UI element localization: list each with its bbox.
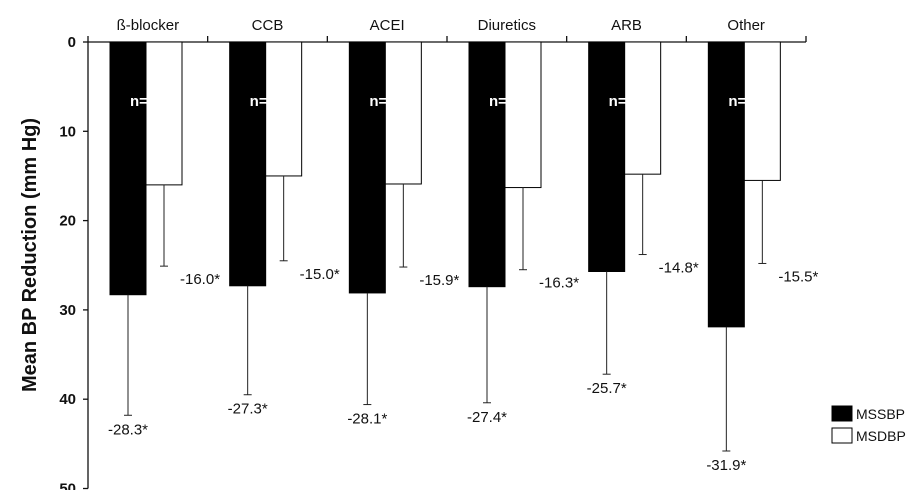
legend-label: MSSBP (856, 406, 905, 422)
y-axis-title: Mean BP Reduction (mm Hg) (19, 118, 41, 392)
value-label-msdbp: -15.5* (778, 268, 818, 285)
value-label-mssbp: -28.1* (347, 411, 387, 428)
category-label: Other (727, 17, 765, 34)
y-tick-label: 50 (59, 481, 76, 490)
sample-size-label: n=5413 (250, 93, 301, 110)
category-label: ß-blocker (117, 17, 180, 34)
sample-size-label: n=2853 (609, 93, 660, 110)
value-label-msdbp: -16.0* (180, 271, 220, 288)
legend-swatch (831, 405, 853, 422)
y-tick-label: 0 (68, 34, 76, 51)
labels: ß-blocker n=903 -28.3* -16.0* CCB n=5413 -27.3… (108, 17, 819, 474)
bar-msdbp (145, 41, 183, 186)
category-label: ARB (611, 17, 642, 34)
bar-msdbp (265, 41, 303, 177)
sample-size-label: n=1728 (369, 93, 420, 110)
category-label: CCB (252, 17, 284, 34)
bar-mssbp (348, 41, 386, 294)
value-label-msdbp: -14.8* (659, 260, 699, 277)
sample-size-label: n=903 (130, 93, 173, 110)
bar-mssbp (109, 41, 147, 296)
y-tick-label: 40 (59, 391, 76, 408)
axes: 0 10 20 30 40 50 (59, 34, 807, 490)
value-label-msdbp: -16.3* (539, 275, 579, 292)
value-label-mssbp: -27.4* (467, 409, 507, 426)
value-label-mssbp: -27.3* (228, 401, 268, 418)
bar-mssbp (468, 41, 506, 288)
bars (109, 41, 781, 452)
bar-msdbp (384, 41, 422, 185)
bar-mssbp (229, 41, 267, 287)
value-label-msdbp: -15.0* (300, 266, 340, 283)
y-tick-label: 30 (59, 302, 76, 319)
bar-msdbp (624, 41, 662, 175)
bar-mssbp (588, 41, 626, 273)
legend-label: MSDBP (856, 428, 906, 444)
legend: MSSBP MSDBP (831, 405, 906, 444)
value-label-msdbp: -15.9* (419, 272, 459, 289)
value-label-mssbp: -31.9* (706, 457, 746, 474)
sample-size-label: n=82 (728, 93, 763, 110)
bar-msdbp (743, 41, 781, 181)
value-label-mssbp: -28.3* (108, 421, 148, 438)
bar-mssbp (707, 41, 745, 328)
sample-size-label: n=321 (489, 93, 532, 110)
y-tick-label: 20 (59, 213, 76, 230)
value-label-mssbp: -25.7* (587, 380, 627, 397)
category-label: ACEI (370, 17, 405, 34)
category-label: Diuretics (478, 17, 536, 34)
legend-swatch (831, 427, 853, 444)
bar-msdbp (504, 41, 542, 189)
y-tick-label: 10 (59, 123, 76, 140)
